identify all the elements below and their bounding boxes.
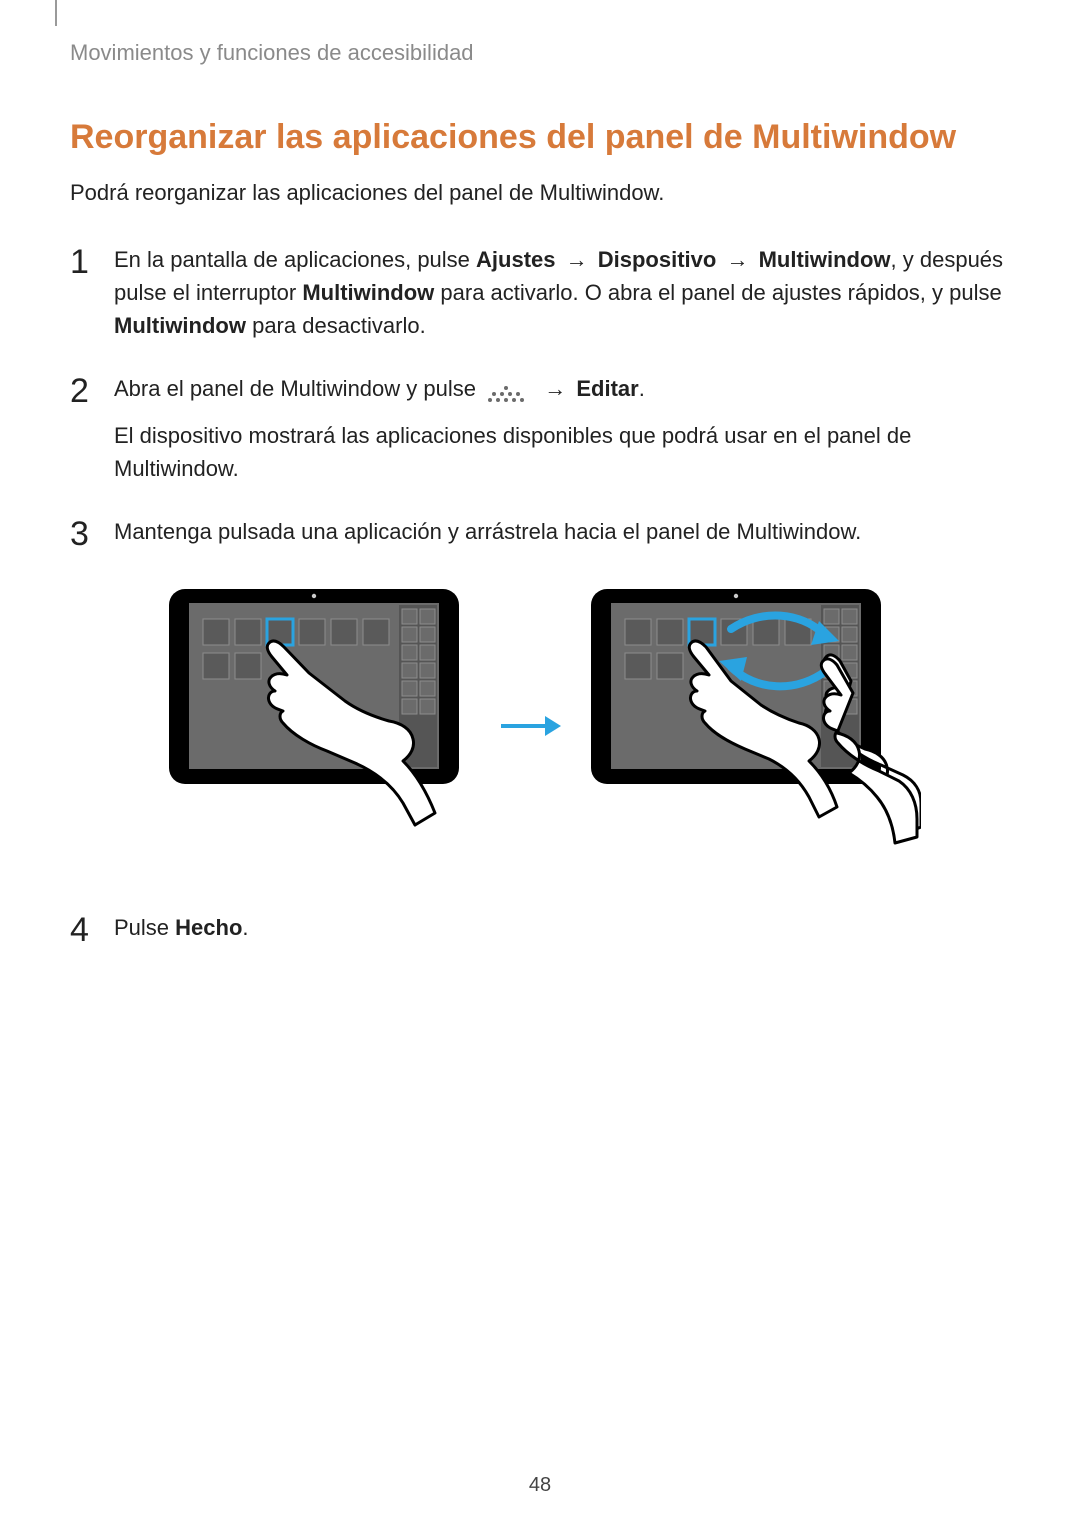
step-4: 4 Pulse Hecho.: [70, 911, 1010, 947]
bold-text: Dispositivo: [598, 247, 717, 272]
step-number: 2: [70, 372, 114, 408]
step-body: Abra el panel de Multiwindow y pulse: [114, 372, 1010, 485]
bold-text: Multiwindow: [114, 313, 246, 338]
device-illustration-right: [581, 581, 921, 871]
arrow-separator: →: [556, 247, 598, 272]
text: Abra el panel de Multiwindow y pulse: [114, 376, 482, 401]
page-corner-mark: [55, 0, 57, 26]
section-title: Reorganizar las aplicaciones del panel d…: [70, 118, 1010, 157]
bold-text: Multiwindow: [302, 280, 434, 305]
figure-row: [70, 581, 1010, 871]
text: .: [639, 376, 645, 401]
breadcrumb: Movimientos y funciones de accesibilidad: [70, 40, 1010, 66]
step-number: 3: [70, 515, 114, 551]
step-body: Mantenga pulsada una aplicación y arrást…: [114, 515, 1010, 548]
text: Mantenga pulsada una aplicación y arrást…: [114, 515, 1010, 548]
step-2: 2 Abra el panel de Multiwindow y pulse: [70, 372, 1010, 485]
bold-text: Hecho: [175, 915, 242, 940]
arrow-separator: →: [540, 376, 576, 401]
step-body: En la pantalla de aplicaciones, pulse Aj…: [114, 243, 1010, 342]
bold-text: Multiwindow: [759, 247, 891, 272]
steps-list: 1 En la pantalla de aplicaciones, pulse …: [70, 243, 1010, 551]
step-1: 1 En la pantalla de aplicaciones, pulse …: [70, 243, 1010, 342]
text: En la pantalla de aplicaciones, pulse: [114, 247, 476, 272]
text: para activarlo. O abra el panel de ajust…: [434, 280, 1001, 305]
step-body: Pulse Hecho.: [114, 911, 1010, 944]
device-illustration-left: [159, 581, 479, 871]
bold-text: Editar: [576, 376, 638, 401]
step-number: 1: [70, 243, 114, 279]
step-3: 3 Mantenga pulsada una aplicación y arrá…: [70, 515, 1010, 551]
step-number: 4: [70, 911, 114, 947]
text: El dispositivo mostrará las aplicaciones…: [114, 419, 1010, 485]
page-number: 48: [0, 1474, 1080, 1497]
text: Pulse: [114, 915, 175, 940]
text: .: [242, 915, 248, 940]
more-dots-icon: [486, 380, 530, 400]
text: para desactivarlo.: [246, 313, 426, 338]
intro-text: Podrá reorganizar las aplicaciones del p…: [70, 177, 1010, 209]
bold-text: Ajustes: [476, 247, 555, 272]
arrow-separator: →: [716, 247, 758, 272]
transition-arrow-icon: [497, 706, 563, 746]
